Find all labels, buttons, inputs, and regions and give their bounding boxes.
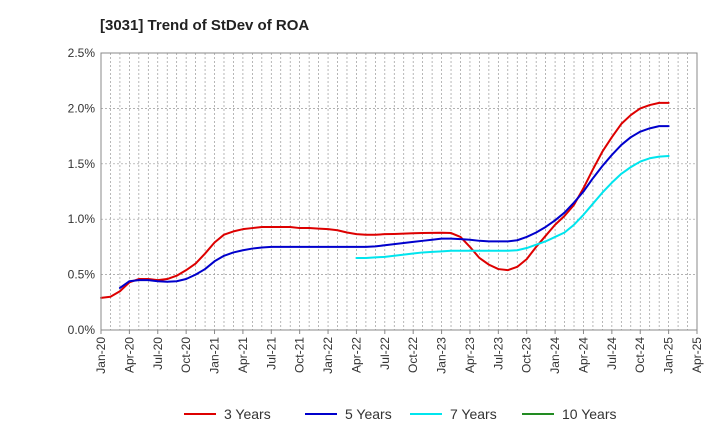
- series-line-7-years: [355, 155, 670, 259]
- x-tick-label: Jul-24: [605, 337, 619, 370]
- legend-label: 3 Years: [224, 406, 271, 422]
- x-tick-label: Jul-23: [491, 337, 505, 370]
- y-tick-label: 1.5%: [68, 157, 96, 171]
- x-tick-label: Jul-20: [151, 337, 165, 370]
- x-tick-label: Oct-23: [520, 337, 534, 373]
- grid-lines: [101, 52, 698, 330]
- x-tick-label: Oct-22: [406, 337, 420, 373]
- x-tick-label: Jan-22: [321, 337, 335, 374]
- x-tick-label: Apr-22: [349, 337, 363, 373]
- legend-label: 10 Years: [562, 406, 617, 422]
- legend-label: 7 Years: [450, 406, 497, 422]
- y-tick-label: 1.0%: [68, 212, 96, 226]
- x-tick-label: Jan-25: [662, 337, 676, 374]
- x-tick-label: Jan-24: [548, 337, 562, 374]
- y-tick-label: 2.0%: [68, 101, 96, 115]
- chart-title: [3031] Trend of StDev of ROA: [100, 17, 310, 34]
- y-tick-label: 0.5%: [68, 268, 96, 282]
- legend: 3 Years 5 Years 7 Years 10 Years: [184, 406, 617, 422]
- plot-frame: [100, 52, 698, 331]
- x-tick-label: Jan-21: [208, 337, 222, 374]
- x-tick-label: Jul-21: [264, 337, 278, 370]
- x-tick-label: Oct-20: [179, 337, 193, 373]
- axes: 0.0% 0.5% 1.0% 1.5% 2.0% 2.5% Jan-20 Apr-20 Jul-…: [68, 46, 704, 374]
- series-line-5-years: [118, 125, 670, 289]
- x-tick-label: Apr-25: [690, 337, 704, 373]
- x-tick-label: Jan-20: [94, 337, 108, 374]
- series-line-3-years: [100, 101, 670, 299]
- legend-label: 5 Years: [345, 406, 392, 422]
- y-tick-label: 0.0%: [68, 323, 96, 337]
- x-tick-label: Apr-21: [236, 337, 250, 373]
- x-tick-label: Oct-24: [633, 337, 647, 373]
- x-tick-label: Jul-22: [378, 337, 392, 370]
- x-tick-label: Apr-23: [463, 337, 477, 373]
- x-tick-label: Apr-24: [576, 337, 590, 373]
- x-tick-label: Apr-20: [122, 337, 136, 373]
- x-tick-label: Jan-23: [435, 337, 449, 374]
- y-tick-label: 2.5%: [68, 46, 96, 60]
- series-lines: [100, 101, 670, 299]
- x-tick-label: Oct-21: [293, 337, 307, 373]
